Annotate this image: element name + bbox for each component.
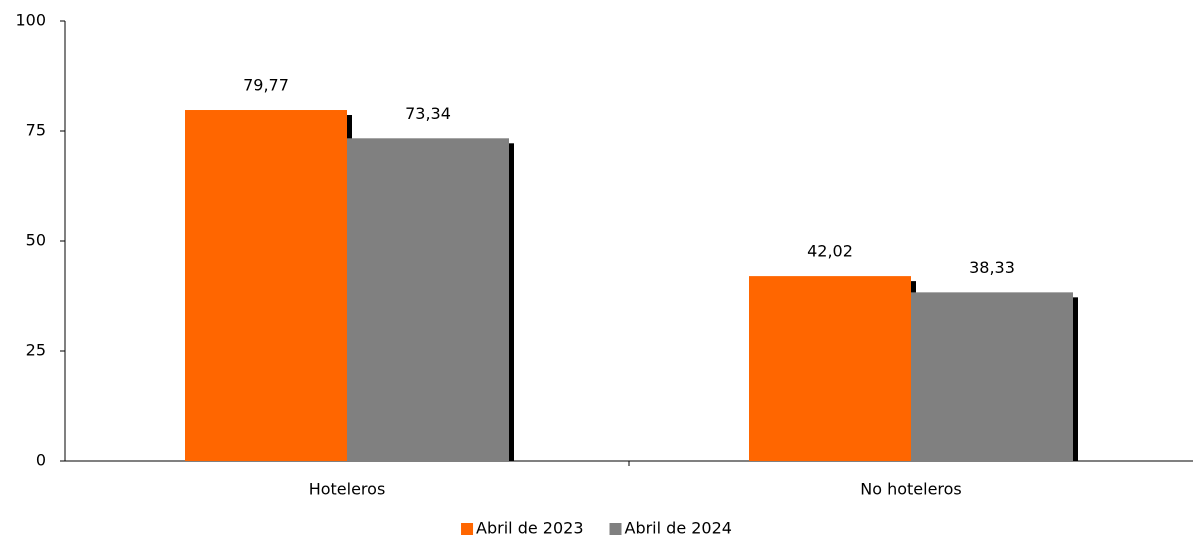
y-tick-label: 75: [26, 121, 46, 140]
y-tick-label: 0: [36, 451, 46, 470]
bar: [911, 292, 1073, 461]
x-tick-label: Hoteleros: [309, 480, 386, 499]
legend-swatch: [461, 523, 474, 535]
data-label: 42,02: [807, 242, 853, 261]
data-label: 73,34: [405, 104, 451, 123]
y-tick-label: 50: [26, 231, 46, 250]
bar: [749, 276, 911, 461]
data-label: 79,77: [243, 76, 289, 95]
y-tick-label: 100: [15, 11, 46, 30]
y-tick-label: 25: [26, 341, 46, 360]
x-tick-label: No hoteleros: [860, 480, 962, 499]
data-label: 38,33: [969, 258, 1015, 277]
legend-label: Abril de 2023: [476, 519, 583, 537]
bar: [347, 138, 509, 461]
bar: [185, 110, 347, 462]
legend-swatch: [609, 523, 622, 535]
legend-label: Abril de 2024: [625, 519, 732, 537]
